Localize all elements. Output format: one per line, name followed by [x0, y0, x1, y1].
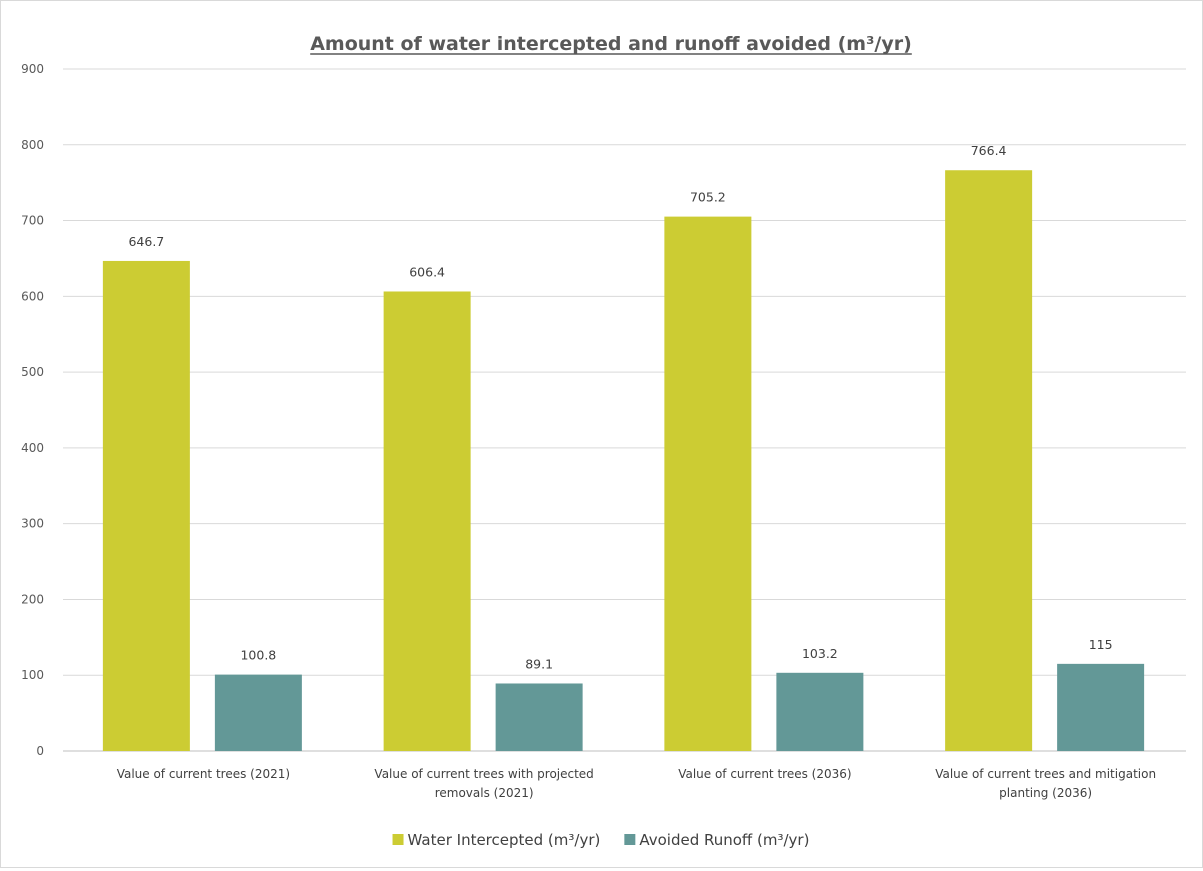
- category-label: planting (2036): [999, 786, 1092, 800]
- y-tick-label: 800: [21, 138, 44, 152]
- y-tick-label: 700: [21, 214, 44, 228]
- bar-water-intercepted: [102, 260, 190, 751]
- y-axis-tick-labels: 0 100 200 300 400 500 600 700 800 900: [21, 62, 44, 758]
- legend-label: Avoided Runoff (m³/yr): [639, 831, 809, 849]
- bar-water-intercepted: [664, 216, 752, 751]
- legend-item: Water Intercepted (m³/yr): [392, 831, 601, 849]
- y-tick-label: 100: [21, 668, 44, 682]
- legend-label: Water Intercepted (m³/yr): [408, 831, 601, 849]
- y-tick-label: 900: [21, 62, 44, 76]
- data-label: 89.1: [525, 656, 553, 671]
- category-label: Value of current trees with projected: [374, 767, 593, 781]
- chart-title: Amount of water intercepted and runoff a…: [310, 33, 912, 55]
- category-label: Value of current trees (2036): [678, 767, 851, 781]
- bars: [102, 170, 1145, 751]
- legend-swatch: [392, 834, 404, 845]
- data-label: 115: [1089, 637, 1113, 652]
- legend-swatch: [624, 834, 636, 845]
- y-tick-label: 500: [21, 365, 44, 379]
- data-label: 606.4: [409, 264, 445, 279]
- y-tick-label: 600: [21, 289, 44, 303]
- data-labels: 646.7 606.4 705.2 766.4 100.8 89.1 103.2 115: [128, 143, 1112, 671]
- bar-water-intercepted: [383, 291, 471, 751]
- category-label: Value of current trees and mitigation: [935, 767, 1156, 781]
- data-label: 100.8: [240, 648, 276, 663]
- bar-avoided-runoff: [495, 683, 583, 751]
- bar-avoided-runoff: [776, 672, 864, 751]
- category-label: removals (2021): [435, 786, 534, 800]
- legend-item: Avoided Runoff (m³/yr): [624, 831, 809, 849]
- bar-avoided-runoff: [1057, 663, 1145, 751]
- category-label: Value of current trees (2021): [117, 767, 290, 781]
- y-tick-label: 400: [21, 441, 44, 455]
- bar-avoided-runoff: [214, 674, 302, 751]
- data-label: 103.2: [802, 646, 838, 661]
- legend: Water Intercepted (m³/yr) Avoided Runoff …: [392, 831, 809, 849]
- y-tick-label: 300: [21, 517, 44, 531]
- data-label: 705.2: [690, 190, 726, 205]
- data-label: 766.4: [971, 143, 1007, 158]
- bar-water-intercepted: [945, 170, 1033, 751]
- data-label: 646.7: [128, 234, 164, 249]
- x-axis-category-labels: Value of current trees (2021) Value of cu…: [117, 767, 1156, 800]
- y-tick-label: 0: [36, 744, 44, 758]
- y-tick-label: 200: [21, 592, 44, 606]
